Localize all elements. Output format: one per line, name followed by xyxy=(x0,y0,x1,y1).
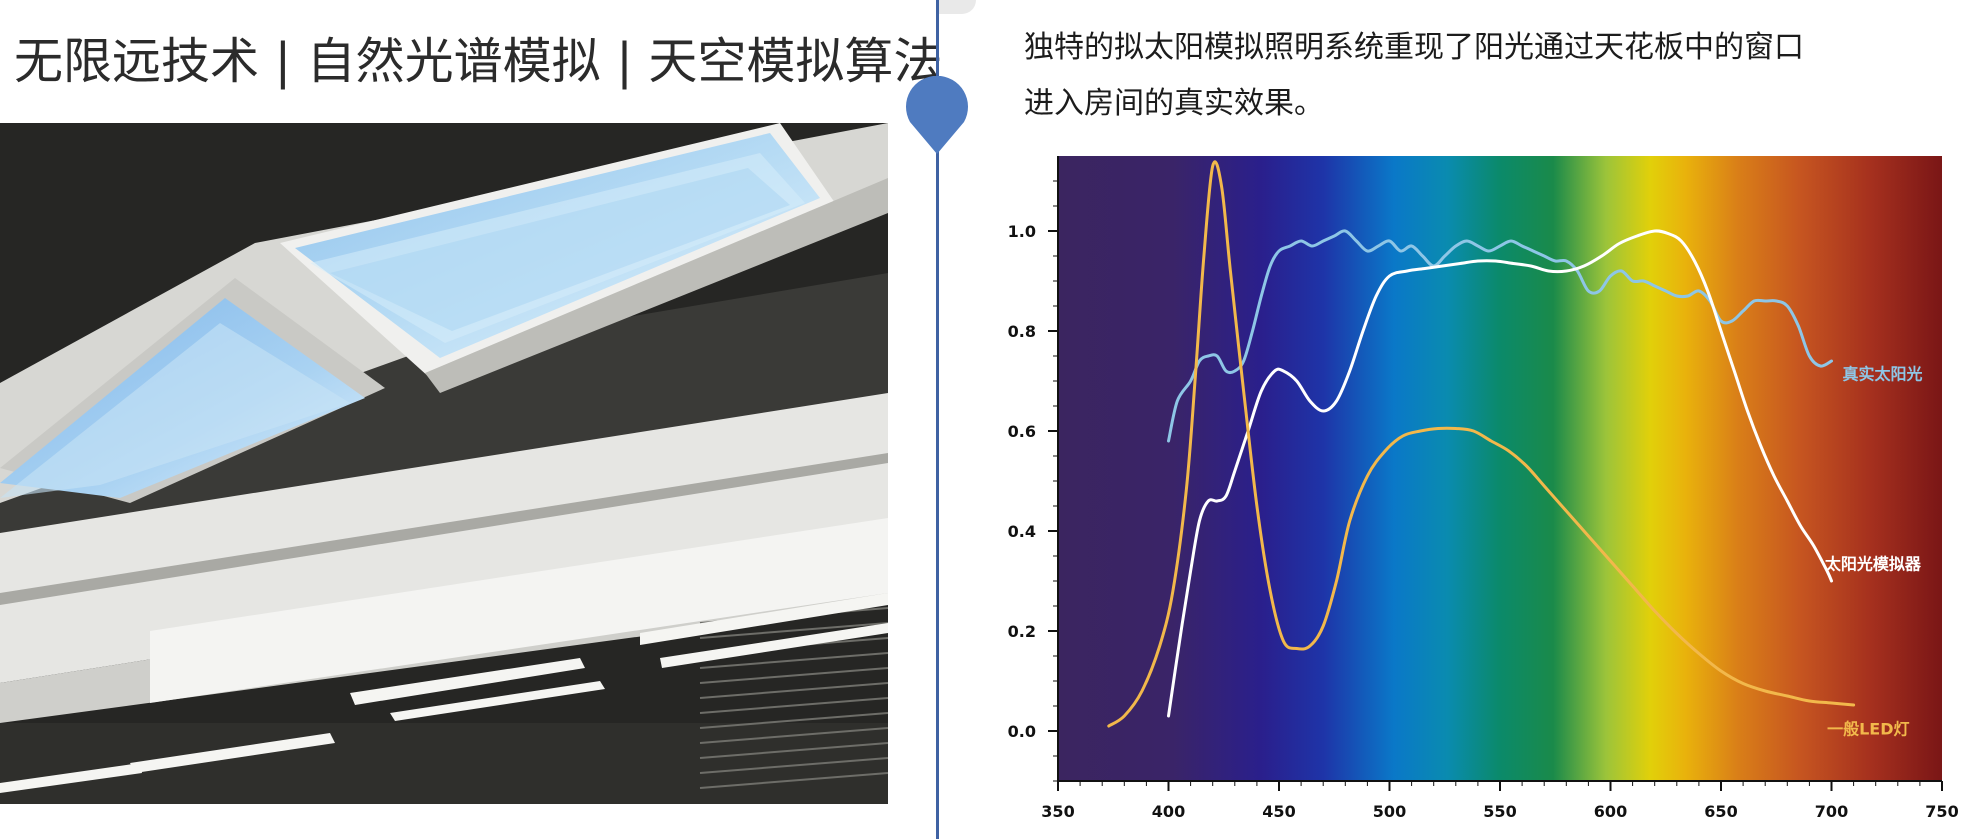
simulator-series-line xyxy=(1167,229,1833,718)
description-line-1: 独特的拟太阳模拟照明系统重现了阳光通过天花板中的窗口 xyxy=(1024,30,1804,65)
location-pin-icon xyxy=(906,76,968,154)
vertical-divider xyxy=(936,0,939,839)
x-tick-label: 400 xyxy=(1152,802,1185,821)
x-tick-label: 650 xyxy=(1704,802,1737,821)
skylight-ceiling-photo xyxy=(0,123,888,804)
description: 独特的拟太阳模拟照明系统重现了阳光通过天花板中的窗口 进入房间的真实效果。 xyxy=(1024,20,1924,132)
led-series-label: 一般LED灯 xyxy=(1827,720,1909,739)
led-series-line xyxy=(1107,160,1856,728)
x-tick-label: 450 xyxy=(1262,802,1295,821)
spectrum-chart: 350 400 450 500 550 600 650 700 750 0.0 0.2 0.4 0.6 0… xyxy=(1008,156,1959,821)
x-tick-label: 600 xyxy=(1594,802,1627,821)
y-tick-label: 1.0 xyxy=(1008,222,1036,241)
x-tick-label: 350 xyxy=(1041,802,1074,821)
y-tick-label: 0.4 xyxy=(1008,522,1036,541)
y-tick-label: 0.8 xyxy=(1008,322,1036,341)
x-tick-label: 750 xyxy=(1925,802,1958,821)
x-tick-label: 550 xyxy=(1483,802,1516,821)
x-tick-label: 500 xyxy=(1373,802,1406,821)
sunlight-series-label: 真实太阳光 xyxy=(1843,365,1923,384)
description-line-2: 进入房间的真实效果。 xyxy=(1024,86,1324,121)
spectrum-background xyxy=(1058,156,1942,781)
page-headline: 无限远技术 | 自然光谱模拟 | 天空模拟算法 xyxy=(14,33,943,90)
y-tick-label: 0.2 xyxy=(1008,622,1036,641)
y-tick-label: 0.0 xyxy=(1008,722,1036,741)
x-tick-label: 700 xyxy=(1815,802,1848,821)
divider-top-accent xyxy=(936,0,976,14)
simulator-series-label: 太阳光模拟器 xyxy=(1824,555,1922,574)
y-tick-label: 0.6 xyxy=(1008,422,1036,441)
